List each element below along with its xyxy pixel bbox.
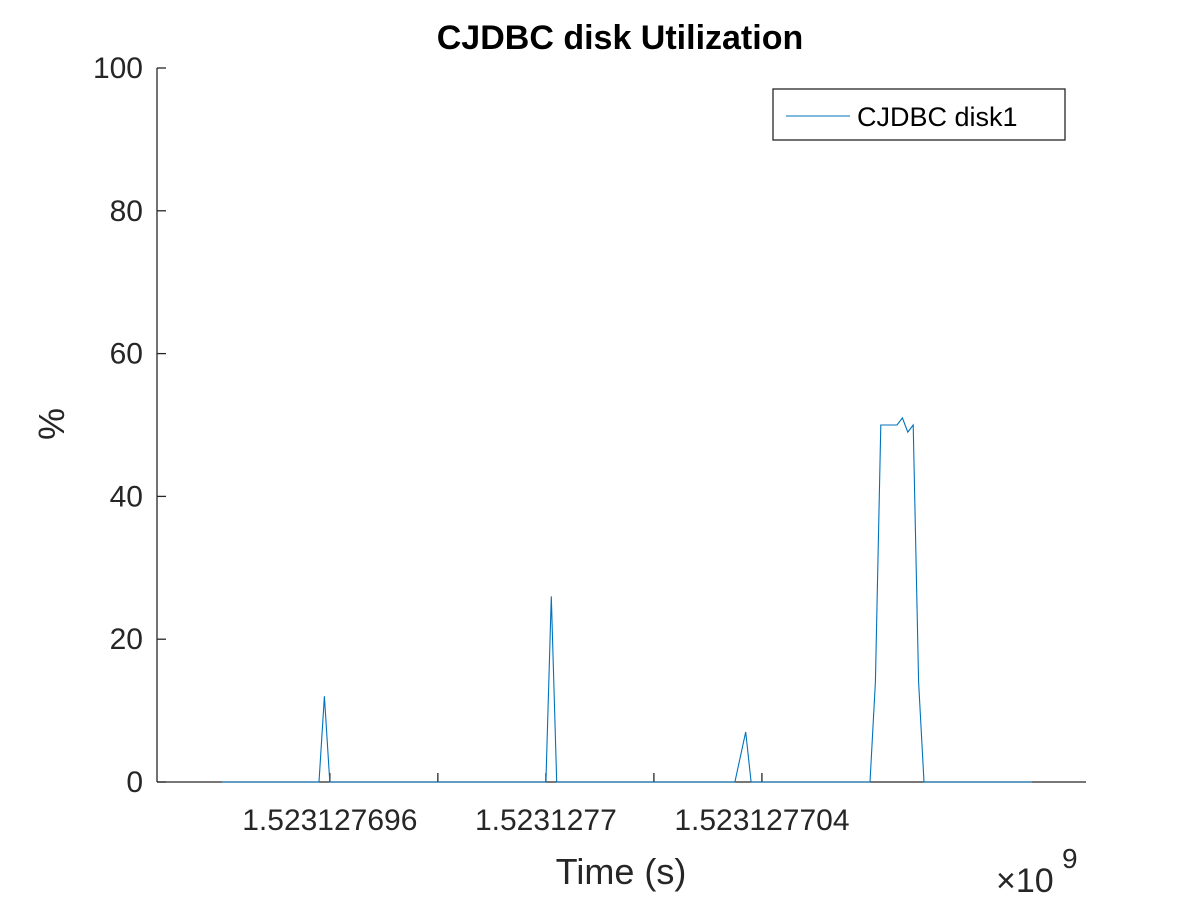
legend-label: CJDBC disk1 <box>857 102 1018 132</box>
x-tick-label: 1.5231277 <box>475 804 617 837</box>
x-tick-label: 1.523127704 <box>674 804 849 837</box>
y-tick-label: 40 <box>110 480 143 513</box>
y-tick-label: 20 <box>110 623 143 656</box>
y-tick-label: 0 <box>126 766 143 799</box>
x-axis-exponent: ×10 9 <box>996 843 1078 900</box>
y-ticks: 0 20 40 60 80 100 <box>93 52 166 799</box>
axes <box>156 68 1086 783</box>
legend[interactable]: CJDBC disk1 <box>772 88 1066 141</box>
x-axis-title: Time (s) <box>556 851 687 892</box>
x-axis-exponent-power: 9 <box>1062 843 1078 874</box>
y-tick-label: 60 <box>110 338 143 371</box>
y-tick-label: 80 <box>110 195 143 228</box>
chart-title: CJDBC disk Utilization <box>437 19 803 57</box>
x-ticks: 1.523127696 1.5231277 1.523127704 <box>242 773 850 837</box>
x-tick-label: 1.523127696 <box>242 804 417 837</box>
legend-box <box>772 88 1066 141</box>
y-tick-label: 100 <box>93 52 143 85</box>
series-line-cjdbc-disk1 <box>221 416 1032 783</box>
y-axis-title: % <box>31 408 72 440</box>
x-axis-exponent-base: ×10 <box>996 862 1054 900</box>
